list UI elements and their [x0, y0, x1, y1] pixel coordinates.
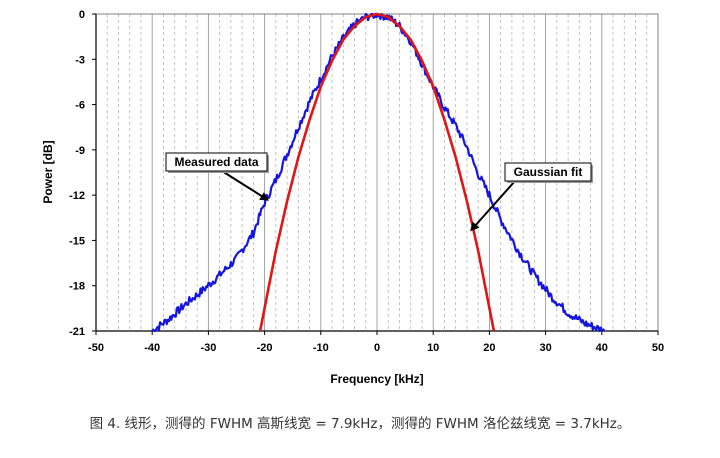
- y-tick-label: -6: [75, 100, 85, 112]
- x-tick-label: 10: [427, 342, 439, 354]
- y-tick-label: -3: [75, 54, 85, 66]
- gaussian-fit-label-box: [504, 162, 592, 182]
- measured-data-label-box: [165, 152, 268, 172]
- y-tick-label: -9: [75, 145, 85, 157]
- x-axis-title: Frequency [kHz]: [330, 372, 423, 386]
- y-tick-label: 0: [79, 9, 85, 21]
- y-tick-label: -18: [69, 281, 85, 293]
- figure-caption: 图 4. 线形，测得的 FWHM 高斯线宽 = 7.9kHz，测得的 FWHM …: [89, 416, 631, 432]
- gaussian-fit-arrow: [470, 180, 516, 232]
- chart: -50 -40 -30 -20 -10 0 10 20 30 40 50 0 -3 -6 -9 -12 -15…: [41, 9, 664, 386]
- x-tick-label: -50: [88, 342, 104, 354]
- x-tick-label: -20: [257, 342, 273, 354]
- x-tick-label: 30: [539, 342, 551, 354]
- y-tick-label: -15: [69, 235, 85, 247]
- y-tick-label: -21: [69, 326, 85, 338]
- x-tick-label: -10: [313, 342, 329, 354]
- y-axis-title: Power [dB]: [41, 140, 55, 203]
- x-tick-label: 20: [483, 342, 495, 354]
- annotations: Measured data Gaussian fit: [165, 152, 593, 232]
- x-tick-label: 40: [596, 342, 608, 354]
- x-tick-labels: -50 -40 -30 -20 -10 0 10 20 30 40 50: [88, 331, 664, 354]
- series-lines: [151, 12, 605, 333]
- x-tick-label: -30: [200, 342, 216, 354]
- measured-data-arrow: [221, 170, 270, 201]
- gaussian-fit-line: [258, 12, 496, 332]
- gaussian-fit-label: Gaussian fit: [514, 165, 583, 179]
- x-tick-label: 0: [374, 342, 380, 354]
- x-tick-label: 50: [652, 342, 664, 354]
- y-tick-labels: 0 -3 -6 -9 -12 -15 -18 -21: [69, 9, 96, 338]
- x-tick-label: -40: [144, 342, 160, 354]
- measured-data-label: Measured data: [174, 155, 258, 169]
- y-tick-label: -12: [69, 190, 85, 202]
